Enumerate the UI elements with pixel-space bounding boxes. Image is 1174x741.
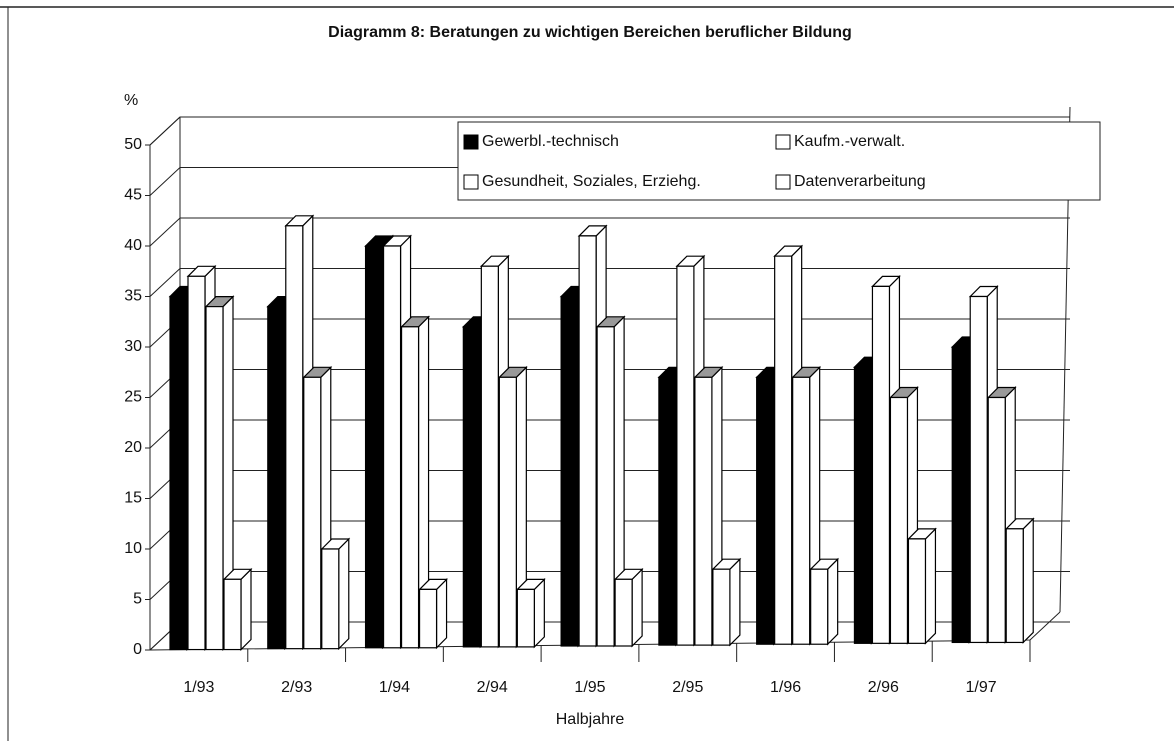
- legend-label: Datenverarbeitung: [794, 173, 926, 190]
- bar: [809, 557, 840, 646]
- x-tick-label: 1/93: [183, 679, 214, 696]
- bar-front: [400, 326, 420, 649]
- bar-front: [907, 538, 927, 644]
- bar-front: [676, 265, 695, 646]
- bar-front: [774, 255, 793, 645]
- bar-side: [338, 537, 350, 651]
- bar-front: [321, 548, 340, 650]
- bar: [613, 567, 644, 648]
- y-tick-label: 20: [124, 439, 142, 456]
- bar-front: [951, 346, 970, 644]
- bar: [711, 557, 742, 647]
- y-tick-label: 10: [124, 540, 142, 557]
- bar-front: [614, 578, 633, 647]
- bar: [204, 295, 235, 652]
- y-tick-label: 45: [124, 187, 142, 204]
- bar-front: [382, 245, 402, 649]
- bar-side: [533, 577, 545, 649]
- x-tick-label: 2/96: [868, 679, 899, 696]
- bar-front: [987, 396, 1006, 644]
- bar: [515, 577, 546, 649]
- bar-front: [498, 376, 517, 648]
- bar-front: [694, 376, 713, 646]
- bar-front: [205, 306, 224, 651]
- bar-front: [267, 306, 286, 650]
- bar: [497, 365, 528, 649]
- bar-front: [792, 376, 811, 645]
- bar: [1004, 517, 1035, 644]
- x-tick-label: 2/94: [477, 679, 508, 696]
- bar-side: [729, 557, 741, 647]
- bar-front: [969, 295, 988, 644]
- bar-front: [462, 326, 481, 648]
- bar: [400, 315, 431, 650]
- x-tick-label: 1/97: [966, 679, 997, 696]
- bar-front: [169, 295, 188, 651]
- x-tick-label: 2/93: [281, 679, 312, 696]
- bar: [906, 527, 937, 645]
- bar-front: [810, 568, 829, 645]
- bar-side: [435, 577, 448, 650]
- x-axis-label: Halbjahre: [556, 711, 625, 728]
- bar-front: [596, 326, 615, 647]
- grid-line: [149, 217, 1070, 247]
- y-axis-label: %: [124, 92, 138, 109]
- bar: [320, 537, 351, 651]
- y-tick-label: 30: [124, 338, 142, 355]
- bar-front: [516, 588, 535, 648]
- legend-label: Gesundheit, Soziales, Erziehg.: [482, 173, 701, 190]
- grid-line: [149, 116, 1070, 146]
- x-tick-label: 1/94: [379, 679, 410, 696]
- bar-front: [285, 225, 304, 650]
- y-tick-label: 5: [133, 591, 142, 608]
- y-tick-label: 50: [124, 136, 142, 153]
- y-tick-label: 0: [133, 641, 142, 658]
- bar-front: [578, 235, 597, 647]
- grid-line: [149, 268, 1070, 297]
- bar-front: [223, 578, 242, 651]
- bar: [222, 567, 253, 652]
- bar-side: [1022, 517, 1034, 644]
- bar-front: [303, 376, 322, 650]
- bar-side: [827, 557, 839, 646]
- bar-front: [1005, 528, 1024, 644]
- bar-front: [364, 245, 384, 649]
- bar-front: [560, 295, 579, 647]
- bar: [986, 386, 1017, 644]
- bar: [418, 577, 449, 650]
- bar-front: [418, 588, 438, 649]
- chart-title: Diagramm 8: Beratungen zu wichtigen Bere…: [328, 24, 852, 41]
- y-tick-label: 25: [124, 389, 142, 406]
- legend-label: Kaufm.-verwalt.: [794, 133, 905, 150]
- bar-side: [631, 567, 643, 648]
- x-tick-label: 1/96: [770, 679, 801, 696]
- bar-side: [240, 567, 252, 652]
- y-tick-label: 40: [124, 237, 142, 254]
- legend-swatch: [775, 174, 791, 190]
- legend-swatch: [463, 174, 479, 190]
- y-tick-label: 15: [124, 490, 142, 507]
- bar-side: [924, 527, 937, 645]
- bar-front: [853, 366, 873, 644]
- bar-front: [187, 275, 206, 651]
- legend-swatch: [775, 134, 791, 150]
- bar-front: [712, 568, 731, 646]
- bar-front: [480, 265, 499, 648]
- bar-front: [889, 396, 909, 644]
- y-tick-label: 35: [124, 288, 142, 305]
- x-tick-label: 1/95: [574, 679, 605, 696]
- legend-swatch: [463, 134, 479, 150]
- bar-front: [658, 376, 677, 646]
- legend: Gewerbl.-technisch Kaufm.-verwalt. Gesundh…: [457, 121, 1101, 201]
- bar-front: [871, 285, 891, 644]
- legend-label: Gewerbl.-technisch: [482, 133, 619, 150]
- bar-front: [756, 376, 775, 645]
- x-tick-label: 2/95: [672, 679, 703, 696]
